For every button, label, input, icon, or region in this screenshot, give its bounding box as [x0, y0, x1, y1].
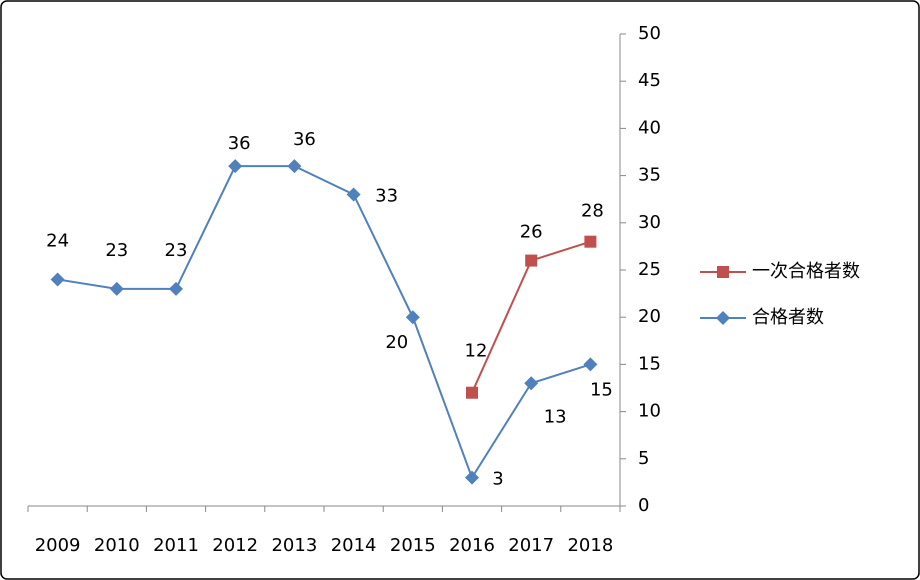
marker — [465, 470, 479, 485]
data-label: 36 — [228, 133, 251, 154]
data-label: 23 — [165, 240, 188, 261]
data-label: 12 — [465, 341, 488, 362]
x-tick-label: 2010 — [94, 535, 140, 556]
x-tick-label: 2011 — [153, 535, 199, 556]
marker — [346, 187, 361, 202]
data-label: 23 — [105, 240, 128, 261]
data-label: 26 — [520, 222, 543, 243]
marker — [584, 235, 597, 248]
y-tick-label: 30 — [638, 212, 661, 233]
y-tick-label: 0 — [638, 495, 649, 516]
marker — [109, 281, 124, 296]
marker — [228, 159, 243, 174]
legend-marker — [716, 311, 730, 325]
x-tick-label: 2012 — [212, 535, 258, 556]
x-tick-label: 2016 — [449, 535, 495, 556]
data-label: 3 — [492, 469, 503, 490]
x-tick-label: 2013 — [271, 535, 317, 556]
y-tick-label: 15 — [638, 353, 661, 374]
data-label: 15 — [590, 379, 613, 400]
marker — [169, 281, 183, 296]
data-label: 13 — [544, 406, 567, 427]
y-tick-label: 20 — [638, 306, 661, 327]
y-tick-label: 35 — [638, 165, 661, 186]
y-tick-label: 25 — [638, 259, 661, 280]
x-tick-label: 2009 — [35, 535, 81, 556]
series-line — [57, 165, 591, 480]
data-label: 36 — [293, 129, 316, 150]
x-tick-label: 2015 — [390, 535, 436, 556]
y-tick-label: 40 — [638, 117, 661, 138]
x-tick-label: 2017 — [508, 535, 554, 556]
data-label: 33 — [375, 185, 398, 206]
legend-marker — [717, 266, 729, 278]
marker — [583, 357, 598, 372]
marker — [405, 310, 420, 325]
x-tick-label: 2014 — [331, 535, 377, 556]
marker — [524, 376, 539, 391]
y-tick-label: 50 — [638, 23, 661, 44]
y-tick-label: 5 — [638, 448, 649, 469]
legend-label: 一次合格者数 — [752, 261, 860, 282]
data-label: 20 — [385, 332, 408, 353]
data-label: 24 — [46, 230, 69, 251]
marker — [287, 159, 302, 174]
marker — [466, 386, 478, 399]
data-label: 28 — [581, 201, 604, 222]
y-tick-label: 45 — [638, 70, 661, 91]
legend-label: 合格者数 — [752, 307, 824, 328]
marker — [525, 254, 538, 267]
y-tick-label: 10 — [638, 401, 661, 422]
marker — [50, 272, 65, 287]
x-tick-label: 2018 — [567, 535, 613, 556]
